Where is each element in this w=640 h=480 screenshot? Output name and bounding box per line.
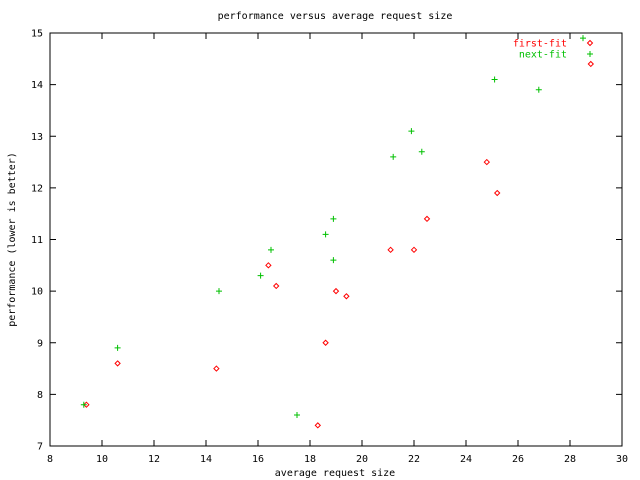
y-tick-label: 8: [37, 390, 43, 401]
x-tick-label: 8: [47, 454, 53, 465]
next-fit-point: [294, 412, 300, 419]
x-tick-label: 26: [512, 454, 524, 465]
first-fit-point: [265, 262, 272, 269]
legend-label-next-fit: next-fit: [519, 50, 567, 61]
x-axis-label: average request size: [275, 468, 395, 479]
plot-frame: [49, 32, 623, 447]
x-tick-label: 28: [564, 454, 576, 465]
first-fit-point: [83, 401, 90, 408]
first-fit-point: [483, 158, 491, 166]
y-tick-label: 13: [31, 132, 43, 143]
first-fit-point: [343, 293, 350, 300]
first-fit-point: [332, 287, 340, 295]
legend-marker-next-fit: [587, 51, 593, 57]
next-fit-point: [80, 401, 87, 408]
next-fit-point: [580, 35, 586, 42]
first-fit-point: [387, 246, 394, 254]
first-fit-point: [114, 360, 121, 367]
y-tick-label: 10: [31, 287, 43, 298]
first-fit-point: [213, 365, 220, 372]
data-points: [80, 35, 595, 429]
y-tick-label: 15: [31, 29, 43, 40]
legend-label-first-fit: first-fit: [513, 39, 567, 50]
next-fit-point: [216, 288, 222, 295]
first-fit-point: [587, 60, 595, 68]
x-tick-label: 18: [304, 454, 316, 465]
next-fit-point: [390, 153, 397, 160]
x-tick-label: 22: [408, 454, 420, 465]
first-fit-point: [314, 422, 322, 429]
next-fit-point: [268, 246, 274, 253]
x-tick-label: 14: [200, 454, 212, 465]
first-fit-point: [272, 282, 280, 290]
y-tick-label: 12: [31, 183, 43, 194]
x-tick-label: 20: [356, 454, 368, 465]
next-fit-point: [408, 128, 415, 135]
first-fit-point: [493, 189, 501, 197]
x-axis: 8 10 12 14 16 18 20 22 24 26 28 30: [47, 33, 628, 465]
next-fit-point: [491, 76, 498, 83]
y-axis-label: performance (lower is better): [7, 152, 18, 327]
chart-title: performance versus average request size: [218, 11, 453, 22]
y-tick-label: 9: [37, 338, 43, 349]
x-tick-label: 30: [616, 454, 628, 465]
legend-marker-first-fit: [586, 39, 594, 47]
next-fit-point: [114, 344, 121, 351]
y-tick-label: 14: [31, 80, 43, 91]
next-fit-point: [330, 257, 337, 264]
next-fit-point: [257, 272, 264, 279]
next-fit-point: [535, 86, 542, 93]
y-tick-label: 7: [37, 442, 43, 453]
first-fit-point: [322, 339, 329, 346]
x-tick-label: 16: [252, 454, 264, 465]
x-tick-label: 24: [460, 454, 472, 465]
y-tick-label: 11: [31, 235, 43, 246]
first-fit-point: [410, 246, 418, 254]
x-tick-label: 10: [96, 454, 108, 465]
first-fit-point: [423, 215, 431, 223]
x-tick-label: 12: [148, 454, 160, 465]
next-fit-point: [330, 215, 337, 222]
next-fit-point: [322, 231, 329, 238]
next-fit-point: [418, 148, 425, 155]
y-axis: 7 8 9 10 11 12 13 14 15: [31, 29, 622, 453]
